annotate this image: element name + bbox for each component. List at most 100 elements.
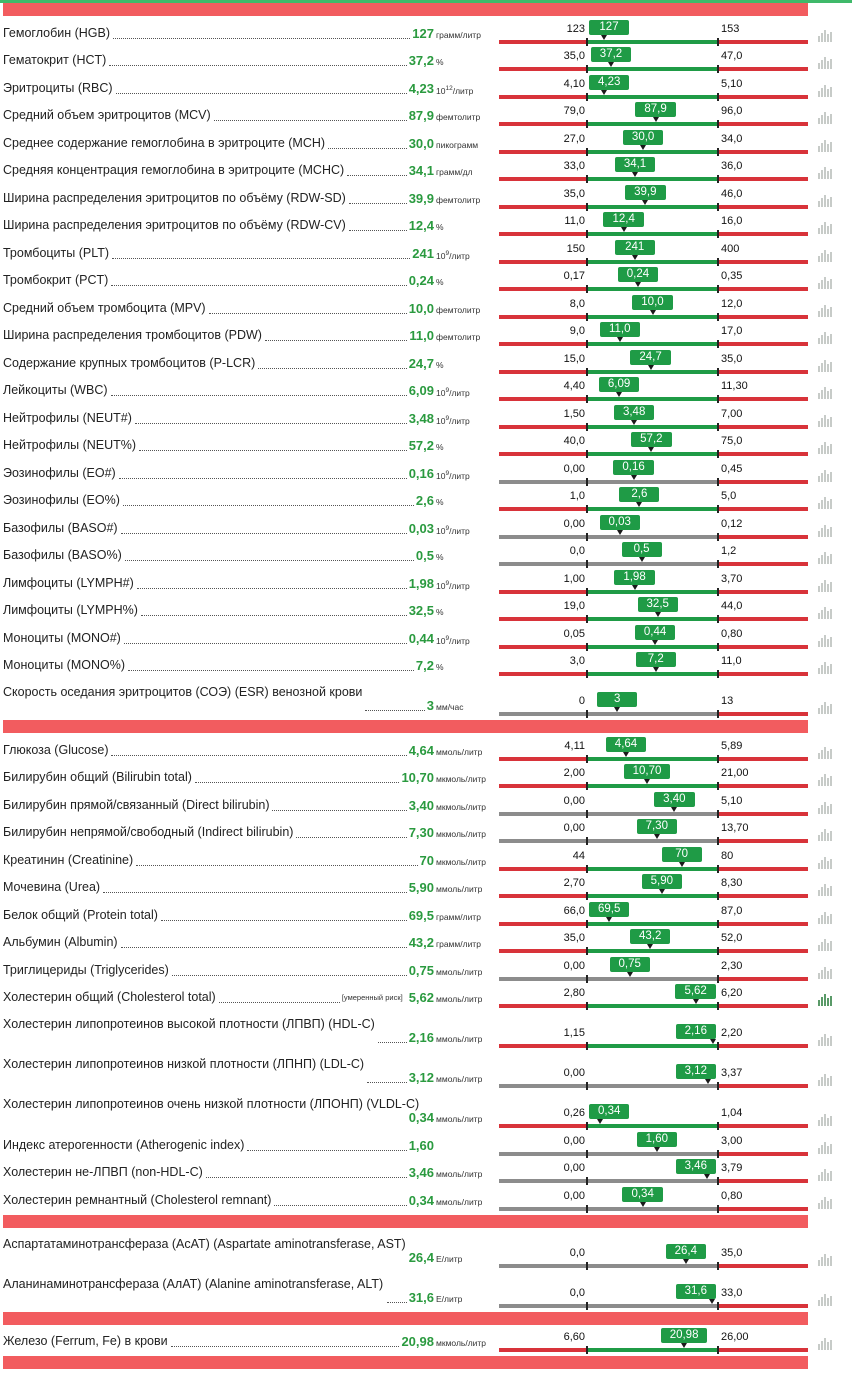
chart-icon-bar [824,1074,826,1086]
history-chart-icon[interactable] [818,249,834,262]
range-high-value: 153 [721,22,740,35]
range-low-tick [586,710,588,718]
dot-leader [213,120,407,121]
chart-icon-bar [830,776,832,786]
history-chart-icon[interactable] [818,112,834,124]
range-low-tick [586,65,588,73]
range-high-tick [717,477,719,486]
range-low-tick [586,560,588,568]
test-name-label: Тромбоциты (PLT) [3,245,111,260]
range-high-value: 1,04 [721,1107,743,1119]
result-position-marker [640,144,647,150]
history-chart-icon[interactable] [818,139,834,152]
history-chart-icon[interactable] [818,1141,834,1154]
result-row: Ширина распределения эритроцитов по объё… [0,183,852,211]
history-chart-icon[interactable] [818,579,834,592]
test-value: 30,0 [408,135,434,151]
reference-range-bar [499,369,808,374]
history-chart-icon[interactable] [818,29,834,42]
history-chart-icon[interactable] [818,1338,834,1350]
test-unit: ммоль/литр [436,747,482,757]
range-low-value: 8,0 [569,297,585,310]
result-value-badge: 69,5 [589,901,630,917]
test-unit: 109/литр [436,250,470,261]
unit-base: ммоль/литр [436,966,483,977]
history-chart-icon[interactable] [818,966,834,979]
chart-icon-bar [827,88,829,97]
history-chart-icon[interactable] [818,939,834,951]
history-chart-icon[interactable] [818,1196,834,1209]
history-chart-icon[interactable] [818,497,834,509]
history-chart-icon[interactable] [818,702,834,714]
range-low-value: 4,11 [564,739,585,752]
history-chart-icon[interactable] [818,911,834,924]
result-value-badge: 32,5 [637,597,678,612]
history-chart-icon[interactable] [818,1169,834,1181]
history-chart-icon[interactable] [818,332,834,344]
history-chart-icon[interactable] [818,994,834,1006]
result-value-badge: 3 [597,692,638,707]
test-name: Среднее содержание гемоглобина в эритроц… [3,135,435,151]
result-position-marker [608,62,615,67]
history-chart-icon[interactable] [818,414,834,427]
history-chart-icon[interactable] [818,1253,834,1266]
history-chart-icon[interactable] [818,1034,834,1046]
chart-icon-bar [827,336,829,344]
unit-base: % [436,552,444,562]
result-row: Холестерин липопротеинов очень низкой пл… [0,1090,852,1130]
range-high-tick [717,120,719,128]
history-chart-icon[interactable] [818,84,834,97]
history-chart-icon[interactable] [818,387,834,399]
history-chart-icon[interactable] [818,524,834,537]
history-chart-icon[interactable] [818,746,834,759]
test-unit: фемтолитр [436,195,480,205]
chart-icon-bar [827,638,829,647]
chart-icon-bar [818,338,820,344]
history-chart-icon[interactable] [818,552,834,564]
dot-leader [139,450,407,451]
test-value: 26,4 [408,1249,434,1265]
history-chart-icon[interactable] [818,607,834,619]
history-chart-icon[interactable] [818,829,834,841]
result-position-marker [630,474,637,480]
range-high-tick [717,422,719,431]
history-chart-icon[interactable] [818,359,834,372]
chart-icon-bar [818,35,820,42]
history-chart-icon[interactable] [818,194,834,207]
unit-tail: /литр [449,470,470,481]
history-chart-icon[interactable] [818,856,834,869]
history-chart-icon[interactable] [818,469,834,482]
chart-icon-bar [827,391,829,399]
reference-range-bar [499,1124,808,1128]
history-chart-icon[interactable] [818,1074,834,1086]
history-chart-icon[interactable] [818,801,834,814]
unit-exponent: 12 [445,84,453,92]
chart-icon-bar [818,917,820,924]
history-chart-icon[interactable] [818,884,834,896]
range-low-tick [586,1042,588,1050]
history-chart-icon[interactable] [818,304,834,317]
history-chart-icon[interactable] [818,57,834,69]
history-chart-icon[interactable] [818,167,834,179]
range-low-value: 2,80 [563,987,585,999]
test-name: Билирубин общий (Bilirubin total) [3,769,435,785]
reference-range-bar [499,894,808,898]
history-chart-icon[interactable] [818,222,834,234]
history-chart-icon[interactable] [818,774,834,786]
history-chart-icon[interactable] [818,1114,834,1126]
history-chart-icon[interactable] [818,662,834,674]
range-high-tick [717,1082,719,1090]
chart-icon-bar [821,887,823,896]
history-chart-icon[interactable] [818,442,834,454]
chart-icon-bar [821,859,823,869]
history-chart-icon[interactable] [818,1293,834,1306]
history-chart-icon[interactable] [818,277,834,289]
range-high-value: 0,80 [721,1189,743,1202]
chart-icon-bar [830,636,832,647]
chart-icon-bar [821,942,823,951]
result-position-marker [653,834,660,839]
test-name-label: Ширина распределения тромбоцитов (PDW) [3,328,263,342]
chart-icon-bar [824,277,826,289]
history-chart-icon[interactable] [818,634,834,647]
chart-icon-bar [821,1172,823,1181]
